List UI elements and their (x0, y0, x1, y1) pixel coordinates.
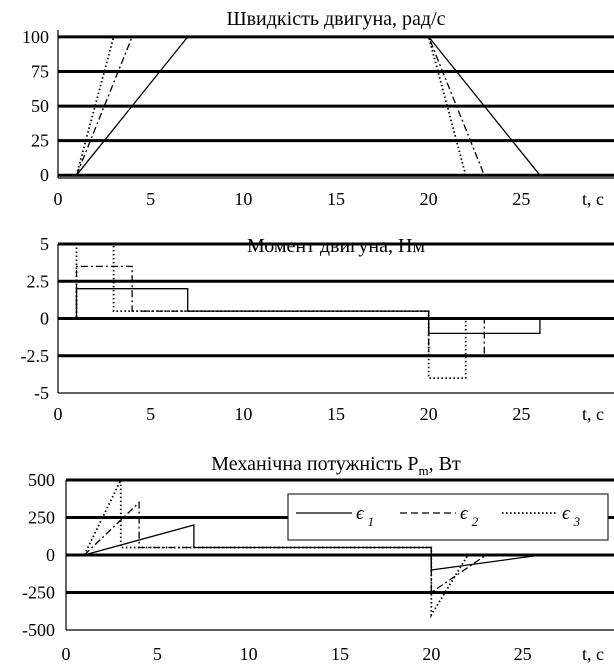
y-tick-label: 0 (40, 165, 49, 185)
x-tick-label: 25 (512, 189, 530, 209)
y-tick-label: 2.5 (27, 271, 50, 291)
chart-title: Момент двигуна, Нм (247, 235, 425, 257)
legend-label-subscript: 3 (573, 514, 581, 529)
x-axis-label: t, c (582, 644, 604, 664)
legend-box (287, 493, 609, 541)
y-tick-label: 0 (46, 545, 55, 565)
legend-label-subscript: 2 (472, 514, 479, 529)
chart-title-subscript: m (419, 463, 429, 478)
chart-title: Швидкість двигуна, рад/с (226, 8, 445, 30)
chart-title: Механічна потужність Pm, Вт (211, 453, 461, 478)
x-tick-label: 5 (153, 644, 162, 664)
y-tick-label: 50 (31, 96, 49, 116)
chart-1: 0 25 50 75 100 0 5 10 15 20 25 t, c Швидкість двигун… (22, 8, 614, 209)
y-tick-label: 500 (28, 470, 55, 490)
x-tick-label: 10 (234, 189, 252, 209)
series-line-3 (83, 479, 614, 619)
x-tick-label: 10 (234, 404, 252, 424)
chart-3: 500 250 0 -250 -500 0 5 10 15 20 25 t, c Механічна п… (22, 453, 614, 664)
series-line-3 (75, 36, 467, 176)
x-tick-label: 25 (512, 404, 530, 424)
x-tick-label: 5 (146, 404, 155, 424)
y-tick-label: -2.5 (21, 346, 50, 366)
x-tick-label: 20 (420, 404, 438, 424)
y-tick-label: 5 (40, 234, 49, 254)
series-line-2 (75, 36, 485, 176)
y-tick-label: -250 (22, 583, 55, 603)
x-tick-label: 0 (54, 404, 63, 424)
y-tick-label: -500 (22, 620, 55, 640)
y-tick-label: 75 (31, 61, 49, 81)
y-tick-label: 25 (31, 131, 49, 151)
x-tick-label: 0 (62, 644, 71, 664)
x-tick-label: 0 (54, 189, 63, 209)
x-tick-label: 15 (327, 189, 345, 209)
x-tick-label: 15 (331, 644, 349, 664)
x-axis-label: t, c (582, 189, 604, 209)
y-tick-label: 0 (40, 309, 49, 329)
series-line-2 (83, 500, 614, 594)
y-tick-label: -5 (34, 383, 49, 403)
x-tick-label: 20 (420, 189, 438, 209)
chart-title-suffix: , Вт (429, 453, 461, 475)
x-tick-label: 5 (146, 189, 155, 209)
x-tick-label: 25 (514, 644, 532, 664)
x-tick-label: 10 (240, 644, 258, 664)
x-tick-label: 20 (422, 644, 440, 664)
y-tick-label: 250 (28, 508, 55, 528)
y-tick-label: 100 (22, 27, 49, 47)
legend-label-subscript: 1 (368, 514, 375, 529)
x-tick-label: 15 (327, 404, 345, 424)
x-axis-label: t, c (582, 404, 604, 424)
